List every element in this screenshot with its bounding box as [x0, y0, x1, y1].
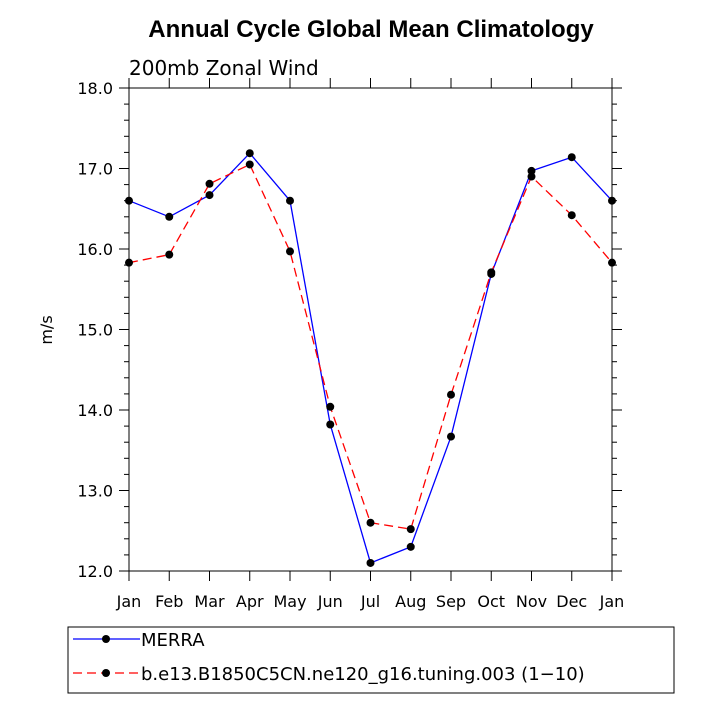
plot-axes — [119, 78, 622, 581]
data-point — [205, 179, 214, 188]
y-axis-label: m/s — [37, 315, 56, 344]
x-tick-label: Mar — [194, 592, 225, 611]
data-point — [326, 420, 335, 429]
legend-marker — [102, 669, 110, 677]
y-tick-label: 12.0 — [77, 562, 113, 581]
series-1 — [125, 149, 616, 567]
x-tick-label: Oct — [477, 592, 505, 611]
x-tick-label: Dec — [556, 592, 587, 611]
y-tick-label: 16.0 — [77, 240, 113, 259]
x-tick-label: Jan — [599, 592, 625, 611]
legend-box — [67, 626, 675, 694]
chart-title: Annual Cycle Global Mean Climatology — [148, 16, 594, 43]
data-point — [366, 518, 375, 527]
data-point — [245, 160, 254, 169]
x-tick-label: Nov — [516, 592, 547, 611]
data-point — [527, 172, 536, 181]
data-point — [286, 196, 294, 205]
data-point — [406, 525, 415, 534]
data-point — [165, 212, 174, 221]
legend-items: MERRA b.e13.B1850C5CN.ne120_g16.tuning.00… — [73, 630, 585, 685]
data-point — [608, 196, 616, 205]
data-point — [567, 153, 576, 162]
series-line — [128, 152, 613, 564]
x-tick-label: Apr — [236, 592, 264, 611]
data-point — [406, 542, 415, 551]
data-point — [447, 432, 455, 441]
y-tick-label: 18.0 — [77, 79, 113, 98]
legend-item: MERRA — [73, 630, 205, 651]
series-layer — [125, 149, 616, 567]
legend-label: MERRA — [141, 630, 205, 651]
x-tick-label: Aug — [395, 592, 426, 611]
y-tick-label: 15.0 — [77, 321, 113, 340]
data-point — [205, 191, 214, 200]
y-tick-labels: 12.0 13.0 14.0 15.0 16.0 17.0 18.0 — [77, 79, 113, 581]
y-tick-label: 13.0 — [77, 482, 113, 501]
y-tick-label: 17.0 — [77, 160, 113, 179]
data-point — [165, 250, 174, 259]
data-point — [447, 390, 455, 399]
legend-label: b.e13.B1850C5CN.ne120_g16.tuning.003 (1−… — [141, 664, 585, 685]
data-point — [326, 402, 335, 411]
chart-subtitle: 200mb Zonal Wind — [129, 56, 319, 80]
x-tick-label: May — [273, 592, 306, 611]
x-tick-label: Jul — [360, 592, 380, 611]
data-point — [286, 247, 294, 256]
legend-item: b.e13.B1850C5CN.ne120_g16.tuning.003 (1−… — [73, 664, 585, 685]
plot-frame — [128, 87, 613, 572]
y-tick-label: 14.0 — [77, 401, 113, 420]
data-point — [567, 211, 576, 220]
data-point — [125, 258, 133, 267]
data-point — [366, 558, 375, 567]
series-line — [128, 163, 613, 530]
x-tick-label: Jan — [116, 592, 142, 611]
x-tick-label: Feb — [155, 592, 183, 611]
legend: MERRA b.e13.B1850C5CN.ne120_g16.tuning.00… — [67, 626, 675, 694]
data-point — [125, 196, 133, 205]
legend-marker — [102, 635, 110, 643]
data-point — [527, 166, 536, 175]
data-point — [608, 258, 616, 267]
x-tick-labels: Jan Feb Mar Apr May Jun Jul Aug Sep Oct Nov Dec Jan — [116, 592, 625, 611]
data-point — [487, 268, 496, 277]
series-2 — [125, 160, 616, 534]
data-point — [245, 149, 254, 158]
x-tick-label: Sep — [436, 592, 466, 611]
x-tick-label: Jun — [317, 592, 343, 611]
